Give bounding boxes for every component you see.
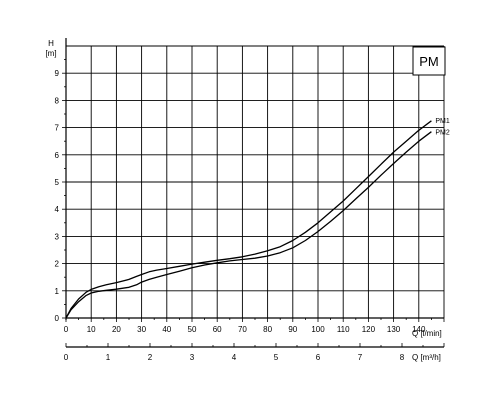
x2-tick-label: 1 [106,353,111,362]
x2-tick-label: 8 [400,353,405,362]
x-tick-label: 100 [311,325,325,334]
x-axis-title-secondary: Q [m³/h] [412,353,441,362]
series-label-pm1: PM1 [435,118,450,125]
x-tick-label: 10 [87,325,96,334]
x-tick-label: 70 [238,325,247,334]
x2-tick-label: 5 [274,353,279,362]
x-tick-label: 20 [112,325,121,334]
y-tick-label: 7 [55,124,60,133]
x-tick-label: 30 [137,325,146,334]
x2-tick-label: 0 [64,353,69,362]
x-tick-label: 110 [337,325,350,334]
x2-tick-label: 7 [358,353,363,362]
series-line-pm1 [65,120,432,319]
x-tick-label: 80 [263,325,272,334]
x-tick-label: 50 [188,325,197,334]
y-tick-label: 5 [55,178,60,187]
series-line-pm2 [65,131,432,319]
x-tick-label: 130 [387,325,401,334]
x-tick-label: 0 [64,325,69,334]
x2-tick-label: 6 [316,353,321,362]
badge-box [412,46,446,76]
x2-tick-label: 2 [148,353,153,362]
y-axis-unit: [m] [45,49,56,58]
y-tick-label: 4 [55,205,60,214]
y-tick-label: 8 [55,96,60,105]
series-label-pm2: PM2 [435,130,450,137]
x-tick-label: 90 [288,325,297,334]
y-tick-label: 0 [55,314,60,323]
x-tick-label: 40 [162,325,171,334]
x-axis-title-primary: Q [l/min] [412,329,442,338]
x2-tick-label: 3 [190,353,195,362]
grid [65,45,445,319]
y-tick-label: 2 [55,260,60,269]
badge: PM [412,46,446,76]
badge-label: PM [419,54,439,69]
x-tick-label: 120 [362,325,376,334]
y-axis-symbol: H [48,39,54,48]
x-tick-label: 140 [412,325,426,334]
y-tick-label: 6 [55,151,60,160]
y-tick-label: 9 [55,69,60,78]
x-tick-label: 60 [213,325,222,334]
x2-tick-label: 4 [232,353,237,362]
y-tick-label: 1 [55,287,60,296]
series-layer: PM1 PM2 [65,118,450,319]
y-tick-label: 3 [55,232,60,241]
